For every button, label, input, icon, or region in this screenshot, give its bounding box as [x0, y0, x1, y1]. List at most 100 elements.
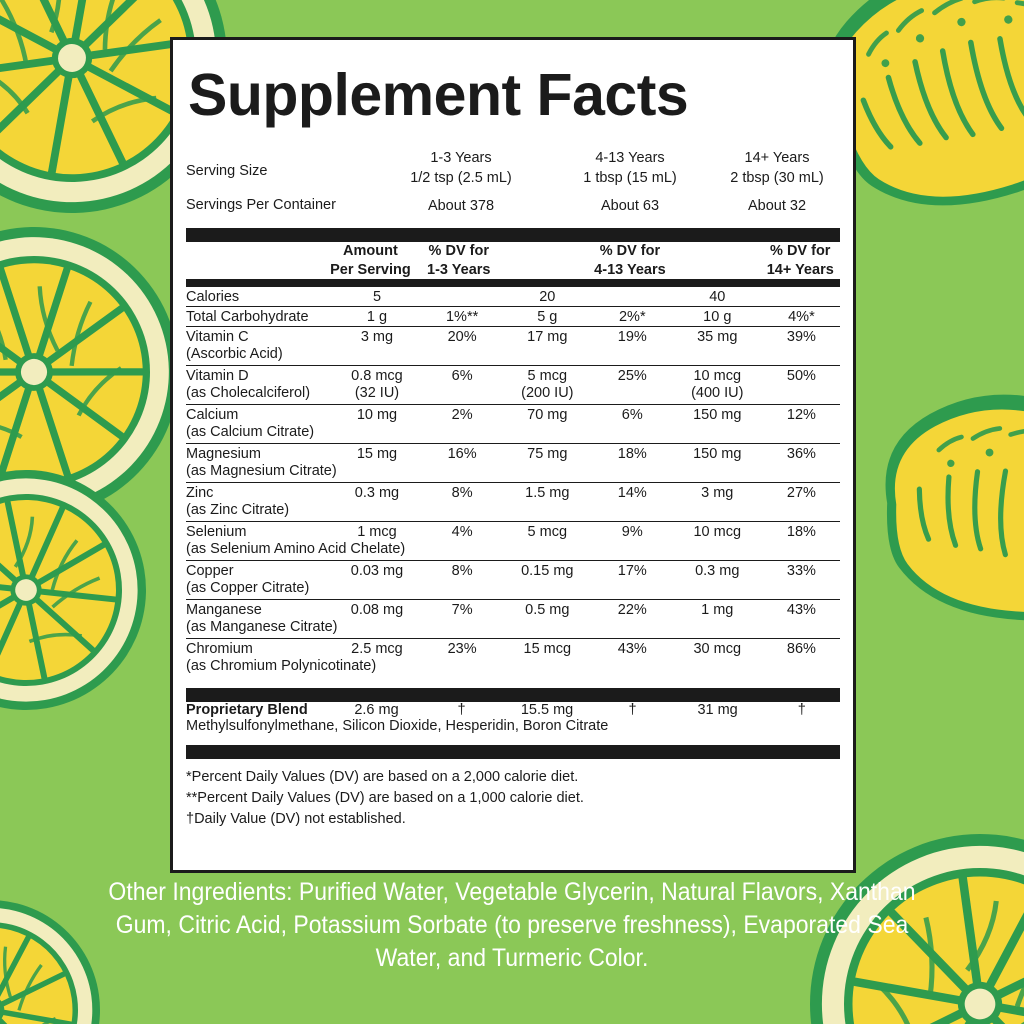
table-row-subtext: (as Copper Citrate)	[186, 580, 840, 600]
header-amount-per-serving: Amount Per Serving	[323, 242, 418, 280]
nutrient-dv-1: 20%	[422, 326, 502, 347]
table-row: Calcium 10 mg 2% 70 mg 6% 150 mg 12%	[186, 404, 840, 425]
nutrient-amount-3: 40	[709, 289, 726, 306]
nutrient-amount-1: 0.08 mg	[331, 599, 423, 620]
nutrient-dv-3: 36%	[762, 443, 840, 464]
serving-dose-1: 1/2 tsp (2.5 mL)	[410, 169, 512, 186]
proprietary-dv-1: †	[457, 702, 466, 719]
servings-count-1: About 378	[427, 198, 495, 215]
header-dv-14plus: % DV for 14+ Years	[760, 242, 840, 280]
footnote-2: **Percent Daily Values (DV) are based on…	[186, 790, 584, 807]
header-dv3-line1: % DV for	[770, 242, 831, 259]
subrow-blank-dv3	[763, 385, 840, 405]
header-dv-4-13: % DV for 4-13 Years	[589, 242, 670, 280]
nutrient-dv-1: 2%	[422, 404, 502, 425]
subrow-blank	[502, 541, 840, 561]
nutrient-amount-1: 5	[372, 289, 382, 306]
table-row-subtext: (Ascorbic Acid)	[186, 346, 840, 366]
header-amount-line1: Amount	[343, 242, 398, 259]
nutrient-dv-1: 1%**	[422, 306, 502, 327]
nutrient-source: (as Magnesium Citrate)	[186, 463, 337, 480]
table-row: Copper 0.03 mg 8% 0.15 mg 17% 0.3 mg 33%	[186, 560, 840, 581]
nutrient-dv-1: 23%	[422, 638, 502, 659]
nutrient-dv-1: 7%	[422, 599, 502, 620]
proprietary-dv-3: †	[797, 702, 806, 719]
nutrient-amount-1: 0.8 mcg	[331, 365, 423, 386]
nutrient-amount-2: 17 mg	[501, 326, 593, 347]
nutrient-amount-1: 3 mg	[331, 326, 423, 347]
nutrient-dv-3: 43%	[762, 599, 840, 620]
supplement-facts-panel: Supplement Facts Serving Size 1-3 Years …	[170, 37, 856, 873]
table-row: Manganese 0.08 mg 7% 0.5 mg 22% 1 mg 43%	[186, 599, 840, 620]
serving-column-2: 4-13 Years 1 tbsp (15 mL)	[546, 149, 714, 188]
header-dv3-line2: 14+ Years	[766, 261, 834, 278]
nutrient-dv-2: 14%	[592, 482, 672, 503]
subrow-blank	[422, 424, 840, 444]
nutrient-name: Calories	[186, 289, 240, 306]
footnotes: *Percent Daily Values (DV) are based on …	[186, 767, 840, 830]
nutrient-name: Manganese	[186, 599, 332, 620]
header-dv-1-3: % DV for 1-3 Years	[418, 242, 499, 280]
table-row-subtext: (as Chromium Polynicotinate)	[186, 658, 840, 677]
nutrient-dv-2: 9%	[592, 521, 672, 542]
proprietary-blend-row: Proprietary Blend 2.6 mg † 15.5 mg † 31 …	[186, 702, 840, 718]
nutrient-dv-1	[422, 287, 501, 307]
nutrient-amount-2: 70 mg	[501, 404, 593, 425]
footnote-3: †Daily Value (DV) not established.	[186, 811, 406, 828]
serving-dose-3: 2 tbsp (30 mL)	[730, 169, 824, 186]
nutrient-dv-2: 22%	[592, 599, 672, 620]
nutrient-amount-2: 75 mg	[501, 443, 593, 464]
nutrient-subamount-3: (400 IU)	[691, 385, 744, 402]
servings-per-container-row: Servings Per Container About 378 About 6…	[186, 197, 840, 217]
nutrient-source: (as Zinc Citrate)	[186, 502, 290, 519]
nutrient-amount-1: 15 mg	[331, 443, 423, 464]
proprietary-amount-3: 31 mg	[697, 702, 738, 719]
nutrient-amount-1: 1 mcg	[331, 521, 423, 542]
nutrient-name: Calcium	[186, 404, 332, 425]
nutrient-dv-1: 6%	[422, 365, 502, 386]
nutrient-name: Chromium	[186, 638, 332, 659]
nutrient-dv-3: 27%	[762, 482, 840, 503]
nutrient-dv-1: 4%	[422, 521, 502, 542]
table-row: Calories 5 20 40	[186, 287, 840, 307]
table-row-subtext: (as Zinc Citrate)	[186, 502, 840, 522]
nutrient-amount-2: 0.15 mg	[501, 560, 593, 581]
table-row: Chromium 2.5 mcg 23% 15 mcg 43% 30 mcg 8…	[186, 638, 840, 659]
nutrient-subamount-2: (200 IU)	[521, 385, 574, 402]
divider-bar-above-blend	[186, 688, 840, 703]
nutrient-name: Selenium	[186, 521, 332, 542]
nutrient-source: (as Calcium Citrate)	[186, 424, 315, 441]
nutrient-amount-3: 10 mcg	[671, 365, 763, 386]
nutrient-amount-3: 1 mg	[671, 599, 763, 620]
serving-age-1: 1-3 Years	[430, 150, 492, 166]
nutrient-dv-2: 25%	[592, 365, 672, 386]
divider-bar-top	[186, 227, 840, 242]
nutrient-amount-1: 2.5 mcg	[331, 638, 423, 659]
header-dv2-line2: 4-13 Years	[594, 261, 666, 278]
subrow-blank-dv1	[422, 385, 501, 405]
nutrient-source: (as Cholecalciferol)	[186, 385, 311, 402]
nutrient-amount-2: 20	[539, 289, 556, 306]
serving-size-label: Serving Size	[186, 163, 268, 179]
nutrient-name: Magnesium	[186, 443, 332, 464]
nutrient-amount-1: 0.03 mg	[331, 560, 423, 581]
nutrient-dv-2: 43%	[592, 638, 672, 659]
serving-information: Serving Size 1-3 Years 1/2 tsp (2.5 mL) …	[186, 149, 840, 217]
nutrient-amount-3: 3 mg	[671, 482, 763, 503]
subrow-blank	[422, 463, 840, 483]
table-row-subtext: (as Calcium Citrate)	[186, 424, 840, 444]
nutrient-name: Zinc	[186, 482, 332, 503]
nutrient-table: Calories 5 20 40 Total Carbohydrate 1 g …	[186, 287, 840, 677]
nutrient-amount-2: 0.5 mg	[501, 599, 593, 620]
nutrient-name: Vitamin C	[186, 326, 332, 347]
header-dv1-line1: % DV for	[428, 242, 489, 259]
nutrient-amount-2: 5 mcg	[501, 365, 593, 386]
nutrient-name: Copper	[186, 560, 332, 581]
proprietary-ingredients: Methylsulfonylmethane, Silicon Dioxide, …	[186, 718, 609, 735]
nutrient-amount-1: 1 g	[331, 306, 423, 327]
table-row-subtext: (as Cholecalciferol) (32 IU) (200 IU) (4…	[186, 385, 840, 405]
nutrient-source: (as Copper Citrate)	[186, 580, 310, 597]
header-blank-cell-2	[499, 242, 589, 280]
table-row: Vitamin D 0.8 mcg 6% 5 mcg 25% 10 mcg 50…	[186, 365, 840, 386]
nutrient-dv-1: 16%	[422, 443, 502, 464]
